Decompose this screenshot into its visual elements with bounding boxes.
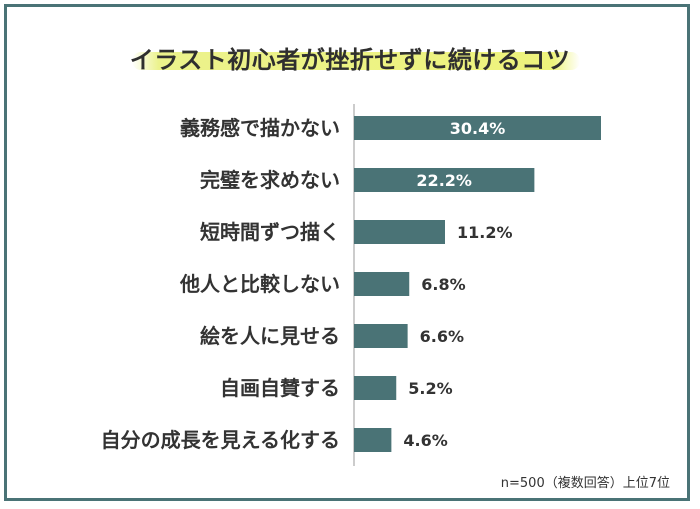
title-area: イラスト初心者が挫折せずに続けるコツ [0, 38, 700, 78]
sample-note: n=500（複数回答）上位7位 [500, 476, 670, 491]
bar [354, 376, 397, 400]
title-highlight [132, 52, 580, 70]
category-label: 他人と比較しない [179, 272, 340, 296]
category-label: 自分の成長を見える化する [101, 428, 340, 452]
value-label: 6.8% [421, 275, 465, 294]
value-label: 4.6% [403, 431, 447, 450]
category-label: 自画自賛する [220, 376, 340, 400]
value-label: 22.2% [416, 171, 472, 190]
category-label: 完璧を求めない [200, 168, 340, 192]
bar [354, 116, 601, 140]
bar [354, 272, 410, 296]
bar [354, 220, 445, 244]
category-label: 短時間ずつ描く [200, 220, 340, 244]
chart-frame [4, 4, 690, 501]
bar [354, 428, 392, 452]
value-label: 5.2% [408, 379, 452, 398]
category-label: 義務感で描かない [180, 116, 340, 140]
value-label: 30.4% [450, 119, 506, 138]
bar [354, 324, 408, 348]
chart-title: イラスト初心者が挫折せずに続けるコツ [129, 46, 571, 74]
value-label: 11.2% [457, 223, 513, 242]
value-label: 6.6% [420, 327, 464, 346]
bar [354, 168, 535, 192]
category-label: 絵を人に見せる [200, 324, 340, 348]
